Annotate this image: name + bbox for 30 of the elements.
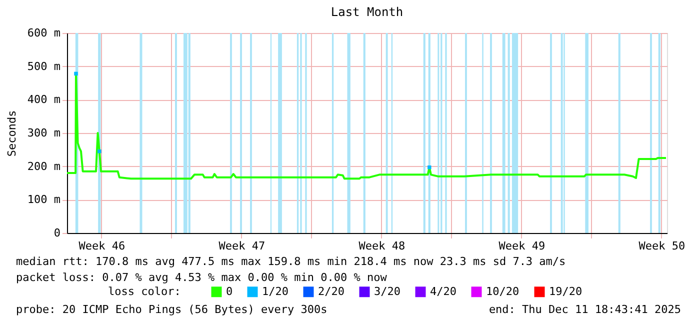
text: packet loss: 0.07 % avg 4.53 % max 0.00 % min 0.00 % now <box>16 271 388 284</box>
legend-label: 19/20 <box>549 284 582 298</box>
legend-label: 0 <box>226 284 233 298</box>
text: end: Thu Dec 11 18:43:41 2025 <box>488 303 681 316</box>
point <box>74 72 78 76</box>
x-tick-label: Week 48 <box>358 240 406 252</box>
y-tick-label: 0 <box>54 226 60 240</box>
chart-title: Last Month <box>330 5 404 19</box>
x-tick-label: Week 47 <box>218 240 266 252</box>
y-axis-title: Seconds <box>5 110 18 157</box>
legend-label: 4/20 <box>430 284 456 298</box>
point <box>98 149 102 154</box>
text: median rtt: 170.8 ms avg 477.5 ms max 159.8 ms min 218.4 ms now 23.3 ms sd 7.3 am/s <box>16 255 566 268</box>
point <box>428 165 432 170</box>
y-tick-label: 400 m <box>27 93 61 106</box>
legend-title: loss color: <box>108 285 181 298</box>
y-tick-label: 300 m <box>27 126 61 140</box>
text: probe: 20 ICMP Echo Pings (56 Bytes) every 300s <box>16 303 328 316</box>
y-tick-label: 600 m <box>27 26 61 40</box>
y-tick-label: 200 m <box>27 160 61 173</box>
y-tick-label: 100 m <box>27 193 61 206</box>
x-tick-label: Week 49 <box>498 240 546 252</box>
legend-label: 1/20 <box>262 284 288 298</box>
legend-label: 2/20 <box>318 284 344 298</box>
line-series <box>66 72 667 180</box>
legend-label: 3/20 <box>374 284 400 298</box>
legend-label: 10/20 <box>486 284 520 298</box>
x-tick-label: Week 46 <box>78 240 126 252</box>
y-tick-label: 500 m <box>27 60 61 73</box>
x-tick-label: Week 50 <box>638 240 686 252</box>
